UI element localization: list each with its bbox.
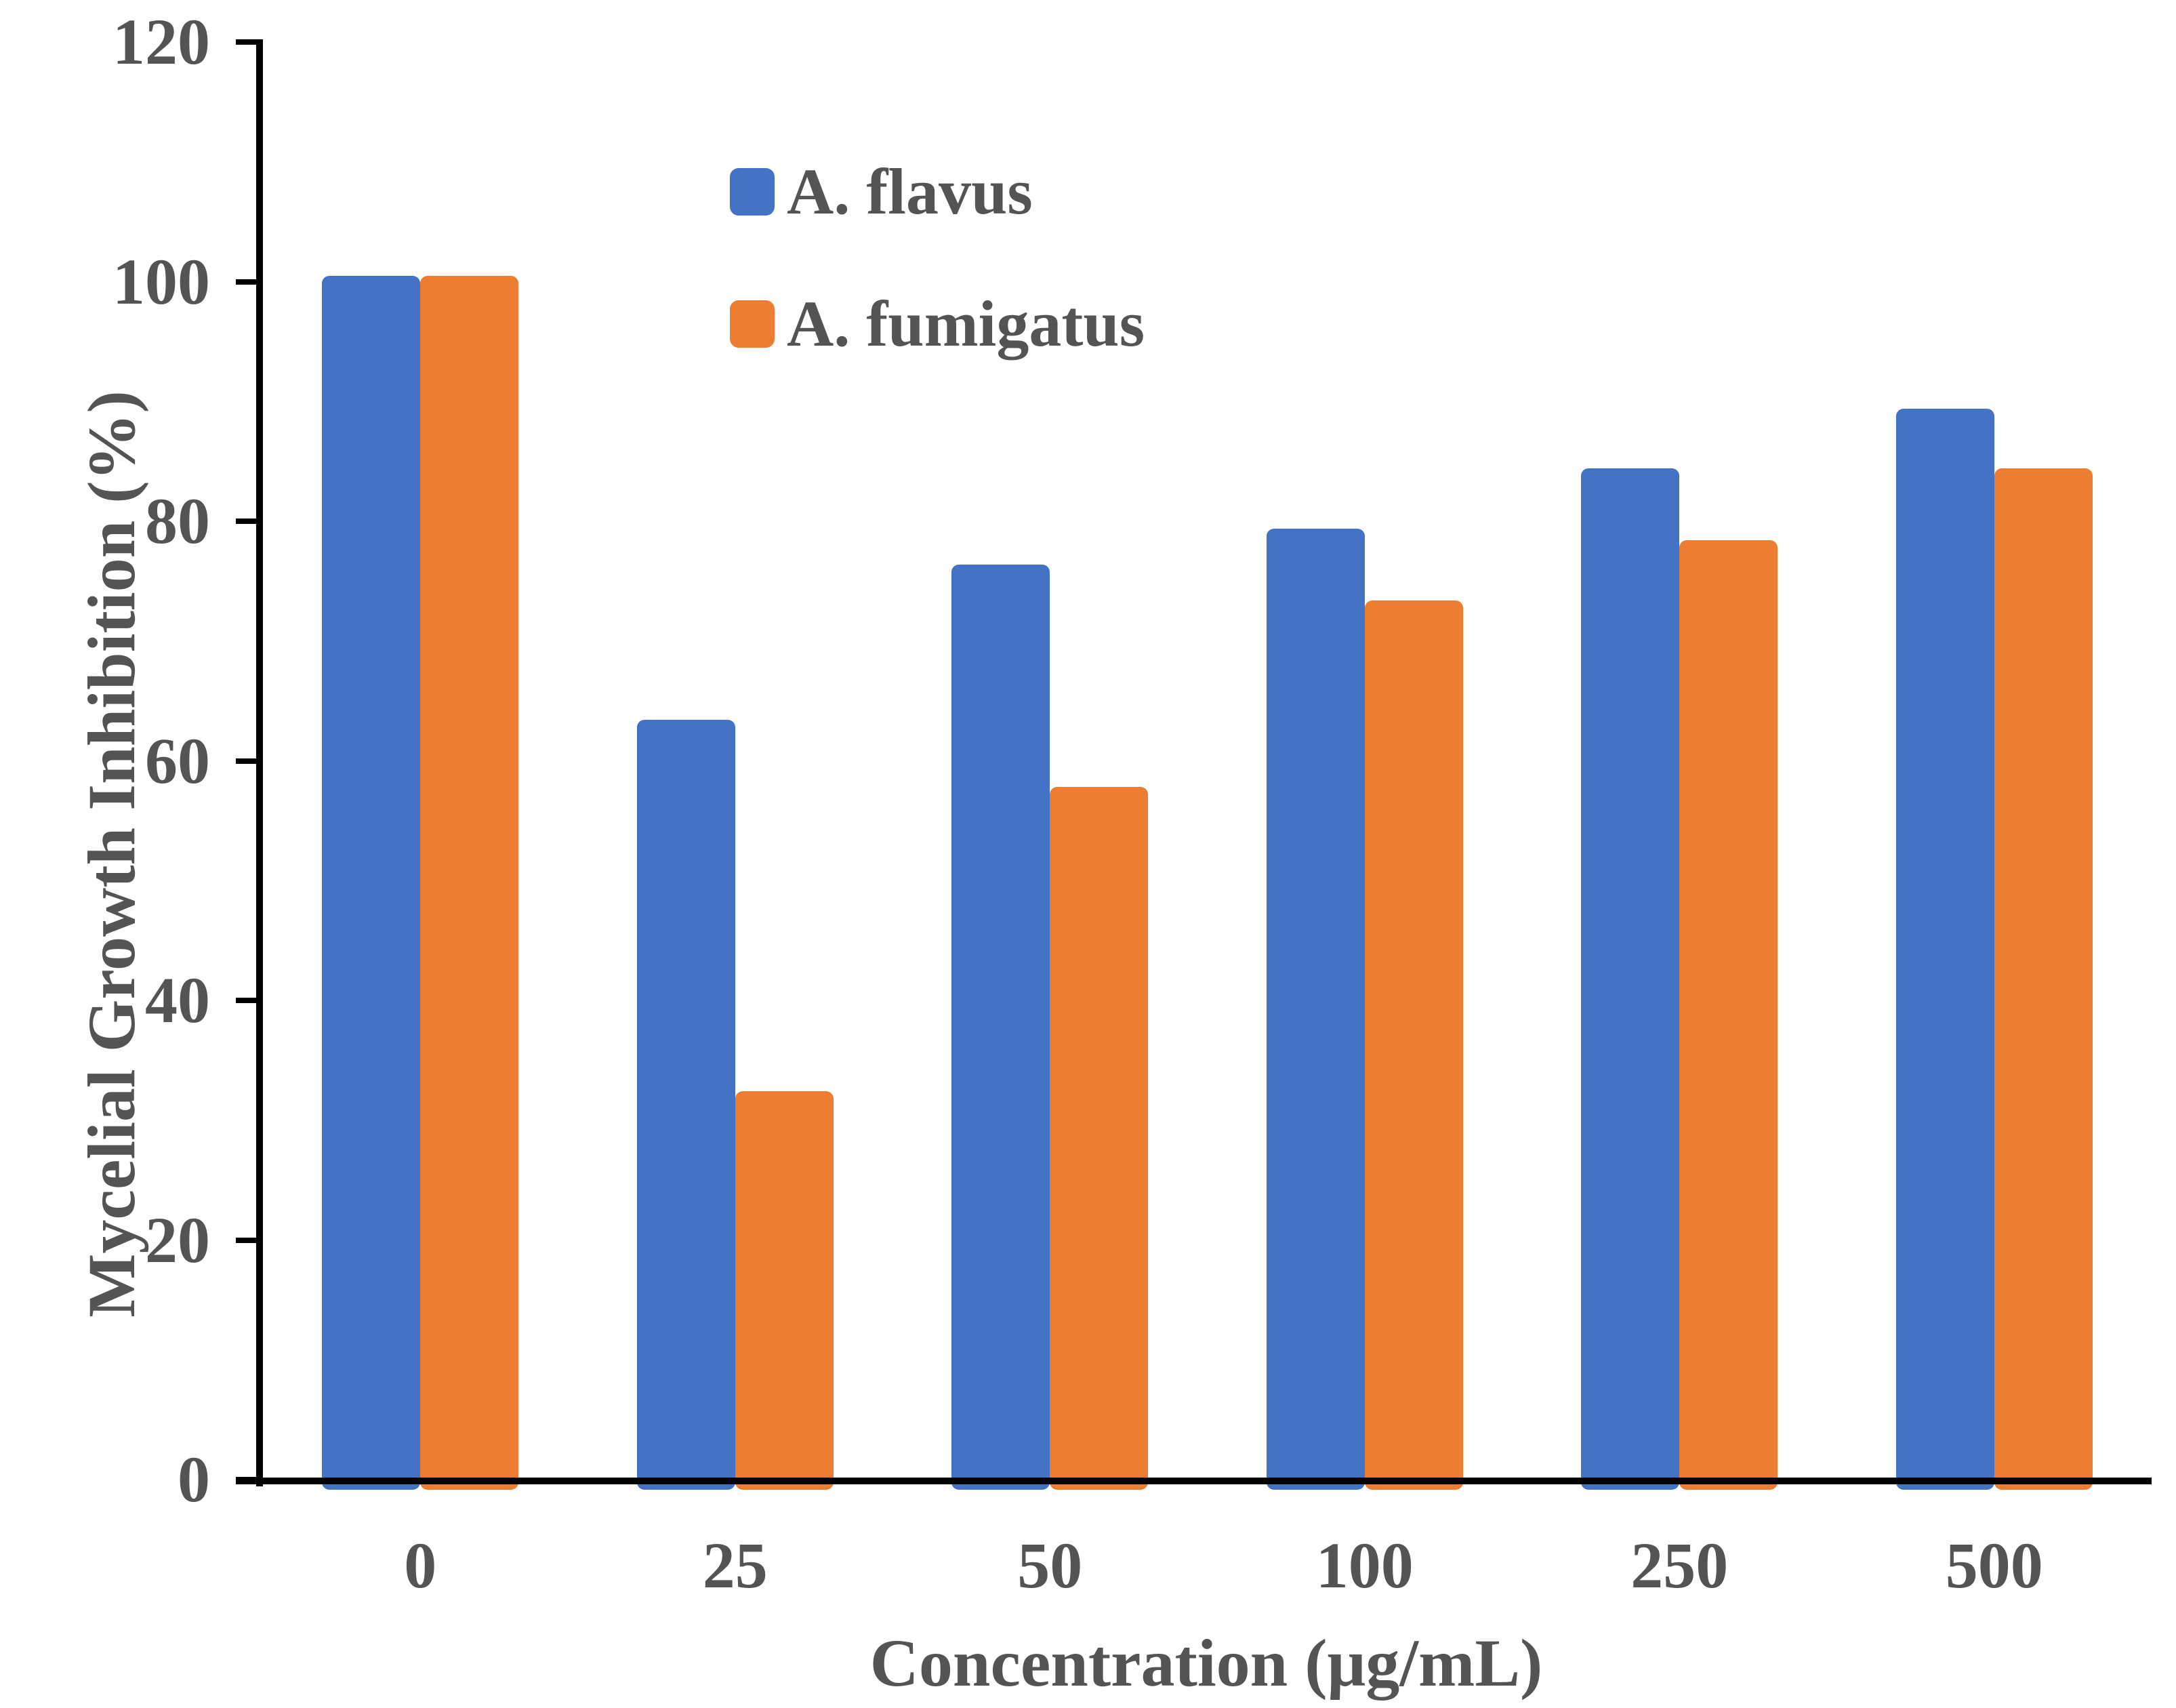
y-tick-label-80: 80: [145, 485, 210, 557]
bar-a--fumigatus-100: [1364, 600, 1463, 1490]
y-tick-label-120: 120: [112, 5, 210, 78]
legend-label-a-fumigatus: A. fumigatus: [787, 287, 1145, 360]
y-tick-label-100: 100: [112, 245, 210, 318]
x-tick-label-50: 50: [1017, 1529, 1083, 1602]
y-axis-line: [256, 39, 263, 1486]
legend: A. flavus A. fumigatus: [730, 158, 1145, 358]
bar-a--flavus-500: [1895, 408, 1994, 1490]
y-tick-label-60: 60: [145, 724, 210, 797]
y-tick-60: [236, 758, 256, 764]
bar-a--fumigatus-250: [1679, 540, 1778, 1490]
bar-a--flavus-250: [1581, 468, 1680, 1490]
x-tick-label-250: 250: [1630, 1529, 1729, 1602]
bar-a--fumigatus-0: [420, 275, 519, 1490]
y-tick-80: [236, 518, 256, 524]
y-tick-20: [236, 1237, 256, 1243]
bar-a--fumigatus-25: [735, 1091, 834, 1490]
y-tick-label-40: 40: [145, 964, 210, 1036]
x-tick-label-25: 25: [702, 1529, 768, 1602]
legend-label-a-flavus: A. flavus: [787, 155, 1033, 228]
x-tick-label-100: 100: [1315, 1529, 1414, 1602]
y-tick-100: [236, 279, 256, 285]
legend-item-a-flavus: A. flavus: [730, 158, 1145, 226]
x-axis-title: Concentration (μg/mL): [869, 1625, 1543, 1701]
bar-a--flavus-50: [951, 564, 1050, 1490]
y-tick-40: [236, 998, 256, 1003]
legend-swatch-a-fumigatus: [730, 300, 775, 348]
bar-a--flavus-25: [636, 720, 735, 1490]
x-axis-line: [236, 1478, 2152, 1484]
y-tick-label-0: 0: [178, 1443, 210, 1516]
y-tick-120: [236, 39, 256, 45]
legend-item-a-fumigatus: A. fumigatus: [730, 290, 1145, 358]
x-tick-label-500: 500: [1945, 1529, 2043, 1602]
x-tick-label-0: 0: [404, 1529, 437, 1602]
bar-a--flavus-100: [1266, 528, 1365, 1490]
bar-a--flavus-0: [322, 275, 421, 1490]
bar-a--fumigatus-500: [1994, 468, 2093, 1490]
bar-a--fumigatus-50: [1050, 787, 1149, 1490]
y-tick-label-20: 20: [145, 1203, 210, 1276]
legend-swatch-a-flavus: [730, 168, 775, 216]
